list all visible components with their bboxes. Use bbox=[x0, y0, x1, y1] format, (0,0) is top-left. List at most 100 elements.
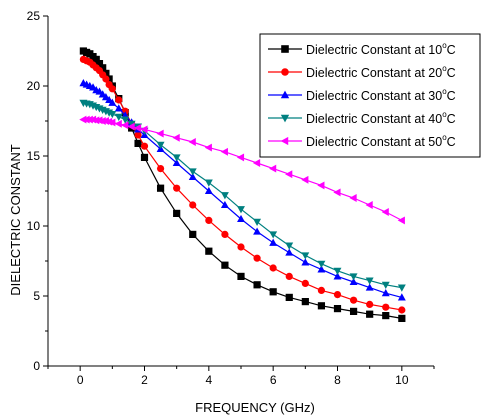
data-point bbox=[285, 272, 293, 280]
data-point bbox=[365, 283, 374, 291]
legend-item: Dielectric Constant at 50oC bbox=[268, 133, 456, 149]
data-point bbox=[317, 286, 326, 294]
data-point bbox=[237, 243, 245, 251]
series-3 bbox=[79, 79, 406, 301]
data-point bbox=[114, 119, 122, 128]
data-point bbox=[269, 264, 277, 272]
legend-label: Dielectric Constant at 10oC bbox=[306, 41, 456, 57]
data-point bbox=[134, 139, 142, 147]
y-tick-label: 25 bbox=[27, 9, 41, 23]
data-point bbox=[281, 68, 289, 76]
chart-axes: 0 5 10 15 20 25 0 2 4 6 8 10 bbox=[27, 9, 435, 387]
chart-series-layer bbox=[79, 47, 406, 322]
legend-item: Dielectric Constant at 30oC bbox=[268, 87, 456, 103]
data-point bbox=[333, 305, 342, 313]
data-point bbox=[156, 165, 165, 173]
data-point bbox=[127, 122, 135, 131]
data-point bbox=[108, 118, 116, 127]
data-point bbox=[398, 314, 406, 322]
data-point bbox=[114, 104, 123, 112]
data-point bbox=[253, 227, 262, 235]
data-point bbox=[381, 289, 390, 297]
data-point bbox=[333, 267, 342, 275]
data-point bbox=[365, 201, 373, 209]
data-point bbox=[133, 124, 142, 132]
data-point bbox=[252, 159, 261, 167]
data-point bbox=[95, 116, 103, 125]
data-point bbox=[397, 216, 405, 225]
data-point bbox=[101, 117, 109, 125]
data-point bbox=[280, 136, 289, 146]
data-point bbox=[382, 303, 390, 311]
data-point bbox=[397, 293, 406, 301]
data-point bbox=[366, 300, 374, 308]
data-point bbox=[188, 168, 197, 176]
data-point bbox=[205, 216, 213, 224]
data-point bbox=[285, 170, 293, 179]
x-tick-label: 4 bbox=[205, 373, 212, 387]
data-point bbox=[140, 125, 148, 134]
data-point bbox=[301, 258, 310, 266]
data-point bbox=[333, 188, 341, 197]
data-point bbox=[333, 291, 342, 299]
data-point bbox=[236, 153, 245, 162]
data-point bbox=[172, 154, 181, 162]
y-tick-label: 10 bbox=[27, 219, 41, 233]
data-point bbox=[317, 260, 326, 268]
data-point bbox=[269, 288, 277, 296]
data-point bbox=[285, 293, 293, 301]
data-point bbox=[301, 175, 309, 184]
data-point bbox=[365, 277, 374, 285]
data-point bbox=[237, 272, 245, 280]
data-point bbox=[381, 281, 390, 289]
data-point bbox=[220, 192, 229, 200]
data-point bbox=[220, 147, 228, 156]
legend-label: Dielectric Constant at 30oC bbox=[306, 87, 456, 103]
data-point bbox=[108, 110, 117, 119]
x-tick-label: 2 bbox=[141, 373, 148, 387]
data-point bbox=[156, 141, 165, 149]
data-point bbox=[301, 298, 309, 306]
data-point bbox=[88, 115, 97, 124]
data-point bbox=[115, 96, 123, 104]
x-tick-label: 0 bbox=[77, 373, 84, 387]
data-point bbox=[172, 158, 181, 167]
legend-item: Dielectric Constant at 10oC bbox=[268, 41, 456, 57]
data-point bbox=[188, 138, 196, 146]
data-point bbox=[269, 164, 277, 173]
data-point bbox=[253, 218, 262, 226]
data-point bbox=[173, 209, 181, 217]
data-point bbox=[237, 206, 245, 214]
data-point bbox=[280, 90, 290, 99]
data-point bbox=[204, 186, 213, 195]
data-point bbox=[156, 184, 165, 192]
data-point bbox=[397, 284, 406, 292]
data-point bbox=[172, 133, 180, 142]
data-point bbox=[140, 153, 149, 161]
data-point bbox=[382, 312, 390, 320]
data-point bbox=[140, 142, 149, 150]
data-point bbox=[121, 116, 130, 124]
series-2 bbox=[79, 55, 406, 314]
data-point bbox=[269, 238, 278, 246]
x-tick-label: 10 bbox=[395, 373, 409, 387]
data-point bbox=[349, 273, 358, 281]
data-point bbox=[317, 265, 326, 273]
y-tick-label: 0 bbox=[33, 359, 40, 373]
data-point bbox=[108, 98, 117, 106]
data-point bbox=[253, 281, 261, 289]
data-point bbox=[349, 296, 358, 304]
x-axis-title: FREQUENCY (GHz) bbox=[195, 400, 315, 415]
y-tick-label: 5 bbox=[33, 289, 40, 303]
data-point bbox=[114, 113, 123, 121]
legend-label: Dielectric Constant at 50oC bbox=[306, 133, 456, 149]
data-point bbox=[173, 184, 181, 192]
data-point bbox=[102, 75, 110, 83]
data-point bbox=[285, 248, 294, 256]
data-point bbox=[220, 200, 229, 209]
x-tick-label: 6 bbox=[270, 373, 277, 387]
data-point bbox=[189, 230, 197, 238]
series-4 bbox=[79, 99, 406, 292]
legend-item: Dielectric Constant at 40oC bbox=[268, 110, 456, 126]
data-point bbox=[204, 179, 213, 187]
